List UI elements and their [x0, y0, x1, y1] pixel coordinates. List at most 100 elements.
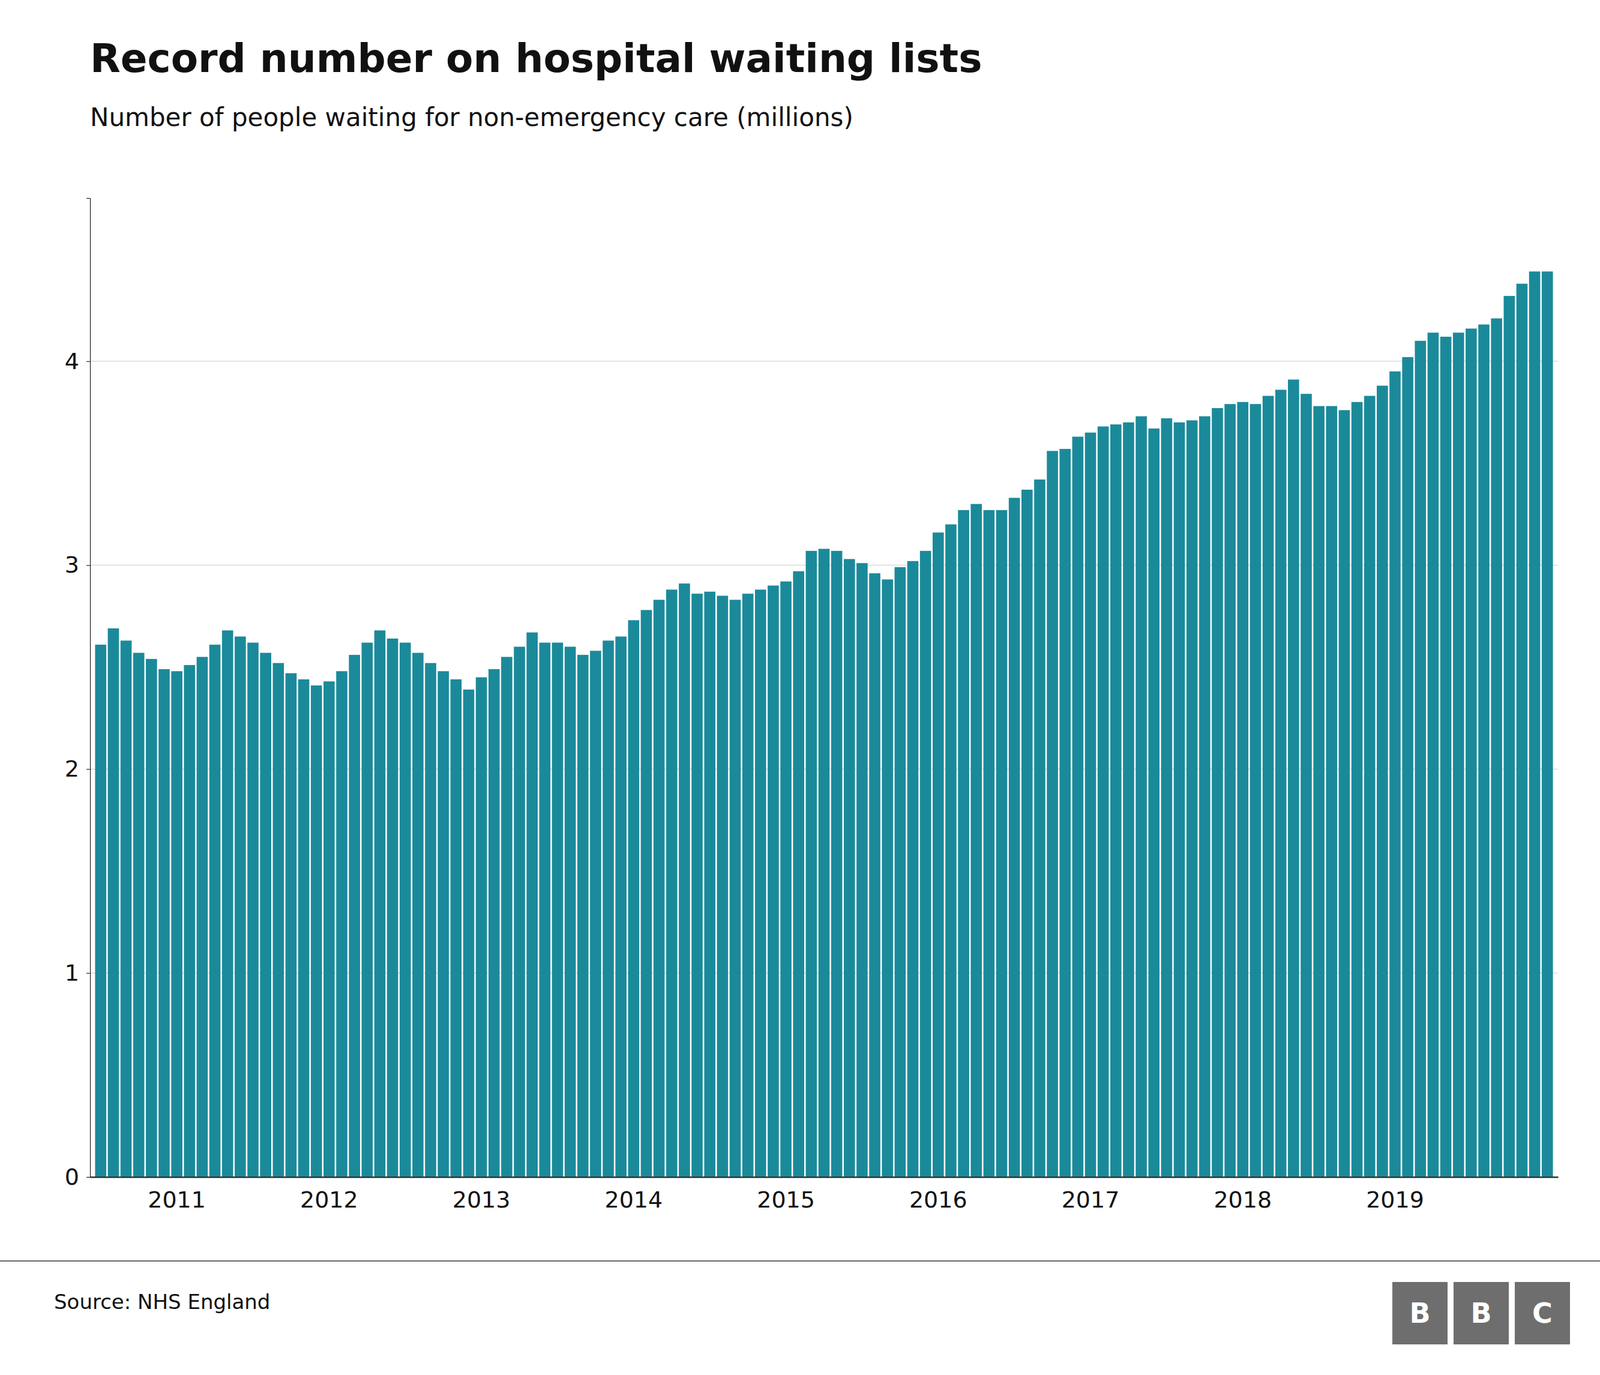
bar — [310, 685, 323, 1177]
bar — [158, 669, 170, 1177]
bar — [1250, 403, 1262, 1177]
bar — [361, 642, 373, 1177]
x-tick: 2015 — [756, 1176, 816, 1213]
x-tick-label: 2011 — [147, 1186, 206, 1213]
y-tick-line — [86, 972, 91, 974]
bar — [1325, 406, 1338, 1177]
bar — [1529, 271, 1541, 1177]
bar — [1275, 389, 1287, 1177]
bar — [1008, 497, 1021, 1177]
bar — [196, 657, 209, 1177]
x-tick: 2011 — [147, 1176, 206, 1213]
grid-line — [90, 360, 1558, 362]
bar — [881, 579, 894, 1177]
bar — [678, 583, 691, 1177]
bar — [399, 642, 412, 1177]
bar — [120, 640, 133, 1177]
bar — [1072, 436, 1084, 1177]
bar — [792, 571, 805, 1177]
bar — [323, 681, 335, 1177]
y-tick-line — [86, 361, 91, 362]
grid — [90, 361, 1558, 1177]
bar — [1389, 371, 1401, 1177]
bar — [209, 644, 221, 1177]
bar — [1478, 324, 1490, 1177]
subtitle: Number of people waiting for non-emergen… — [90, 102, 854, 133]
y-tick-label: 2 — [64, 755, 80, 782]
bar — [247, 642, 259, 1177]
bar — [1097, 426, 1110, 1177]
y-tick-line — [86, 565, 91, 566]
logo-text: BBC — [1409, 1296, 1552, 1330]
bar — [1490, 318, 1503, 1177]
bar — [552, 642, 564, 1177]
title: Record number on hospital waiting lists — [90, 35, 982, 82]
bar — [806, 550, 818, 1177]
bar — [1313, 406, 1325, 1177]
x-tick-label: 2015 — [756, 1186, 816, 1213]
x-tick: 2012 — [300, 1176, 359, 1213]
bar — [1135, 416, 1147, 1177]
x-tick: 2018 — [1213, 1176, 1272, 1213]
bar — [856, 562, 868, 1177]
bar — [259, 652, 272, 1177]
bar — [1110, 424, 1122, 1177]
bar — [133, 652, 145, 1177]
bar — [780, 581, 792, 1177]
plot: 2011201220132014201520162017201820190123… — [64, 198, 1559, 1213]
bar — [691, 593, 703, 1177]
bar — [463, 689, 475, 1177]
bar — [1503, 295, 1516, 1177]
bar — [1173, 422, 1186, 1177]
bar — [983, 510, 996, 1177]
bar — [1236, 402, 1249, 1177]
bar — [336, 670, 348, 1177]
bar — [869, 573, 881, 1177]
bar — [501, 657, 513, 1177]
y-tick-label: 4 — [64, 347, 80, 374]
x-tick-label: 2017 — [1061, 1186, 1120, 1213]
bar — [589, 650, 602, 1177]
bar — [957, 510, 970, 1177]
bar — [703, 591, 716, 1177]
bar — [653, 599, 665, 1177]
bar — [1440, 336, 1452, 1177]
y-tick: 0 — [64, 1163, 91, 1191]
bar — [513, 646, 526, 1177]
bar — [1034, 479, 1046, 1177]
x-tick: 2014 — [604, 1176, 663, 1213]
bar — [602, 640, 614, 1177]
bar — [996, 510, 1008, 1177]
y-tick-label: 3 — [64, 551, 80, 578]
bar — [1351, 402, 1363, 1177]
x-tick: 2017 — [1061, 1176, 1120, 1213]
bar — [945, 524, 957, 1177]
x-tick-label: 2018 — [1213, 1186, 1272, 1213]
bar — [1059, 448, 1071, 1177]
bar — [1199, 416, 1211, 1177]
bar — [615, 636, 627, 1177]
y-tick: 1 — [64, 959, 91, 987]
bar — [108, 628, 120, 1177]
bar — [171, 670, 183, 1177]
bar — [374, 630, 386, 1177]
bar — [767, 585, 779, 1177]
bar — [920, 550, 932, 1177]
bar — [348, 654, 361, 1177]
bar — [94, 644, 107, 1177]
bar — [1300, 393, 1312, 1177]
y-tick-line — [86, 1176, 91, 1178]
bars — [94, 271, 1553, 1177]
bar — [387, 638, 399, 1177]
bar — [717, 595, 729, 1177]
bar — [1211, 408, 1224, 1177]
bar — [1376, 385, 1389, 1177]
bar — [475, 677, 488, 1177]
grid-line — [90, 1176, 1558, 1178]
bar — [577, 654, 589, 1177]
x-tick-label: 2016 — [909, 1186, 968, 1213]
y-tick: 2 — [64, 755, 91, 782]
bar — [145, 658, 158, 1177]
bar — [222, 630, 234, 1177]
x-tick-label: 2014 — [604, 1186, 663, 1213]
